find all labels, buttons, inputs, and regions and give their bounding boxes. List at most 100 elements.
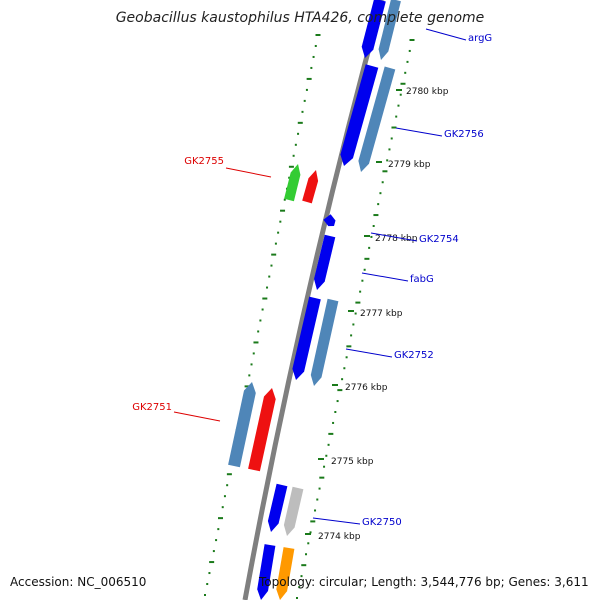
arg-gene-a [361, 0, 386, 58]
right-gc-dot [399, 93, 402, 96]
gk2751-gene-a [228, 382, 256, 468]
right-gc-dot [296, 597, 298, 599]
left-gc-dot [277, 231, 280, 234]
gene-label-gk2751: GK2751 [132, 402, 172, 413]
left-gc-dot [294, 143, 297, 146]
left-gc-dot [271, 253, 277, 256]
gene-labels: argG GK2756 GK2755 GK2754 fabG GK2752 GK2751 GK… [132, 33, 492, 528]
kbp-label: 2776 kbp [345, 383, 388, 393]
leader-line [361, 272, 409, 282]
left-gc-dot [262, 297, 268, 300]
gk2755-rna-red [302, 170, 319, 204]
left-gc-dot [206, 583, 209, 586]
right-gc-dot [400, 82, 406, 85]
left-gc-dot [268, 275, 271, 278]
left-gc-dot [297, 132, 300, 135]
gk2754-gene [323, 214, 336, 227]
left-gc-dot [274, 242, 277, 245]
left-gc-dot [310, 66, 313, 69]
leader-line [312, 517, 361, 525]
gene-label-gk2755: GK2755 [184, 156, 224, 167]
next-gene-b [276, 547, 295, 600]
left-gc-dot [257, 330, 260, 333]
left-gc-dot [301, 110, 304, 113]
genome-backbone [242, 0, 385, 600]
right-gc-dot [346, 345, 352, 348]
leader-line [395, 127, 443, 137]
kbp-label: 2774 kbp [318, 532, 361, 542]
gk2752-gene-b [310, 298, 339, 386]
right-gc-dot [404, 71, 407, 74]
right-gc-dot [298, 586, 301, 589]
right-gc-dot [406, 60, 409, 63]
gk2756-gene-b [358, 66, 396, 172]
kbp-label: 2780 kbp [406, 87, 449, 97]
right-gc-dot [370, 235, 373, 238]
left-gc-dot [212, 550, 215, 553]
right-gc-dot [337, 389, 343, 392]
genome-summary-text: Topology: circular; Length: 3,544,776 bp… [258, 575, 589, 589]
gk2751-gene-b [248, 388, 276, 472]
gene-label-argg: argG [468, 33, 492, 44]
right-gc-dot [381, 181, 384, 184]
leader-line [225, 167, 272, 178]
right-gc-dot [341, 378, 344, 381]
right-gc-dot [300, 575, 303, 578]
right-gc-dot [390, 137, 393, 140]
right-gc-dot [364, 257, 370, 260]
gene-label-gk2754: GK2754 [419, 234, 459, 245]
gene-label-gk2750: GK2750 [362, 517, 402, 528]
right-gc-dot [325, 454, 328, 457]
left-gc-dot [226, 473, 232, 476]
right-gc-dot [354, 312, 357, 315]
next-gene-a [257, 544, 276, 600]
gene-label-gk2752: GK2752 [394, 350, 434, 361]
leader-line [425, 28, 467, 41]
left-gc-dot [204, 594, 206, 596]
right-gc-dot [361, 279, 364, 282]
leader-line [345, 348, 393, 358]
right-gc-dot [327, 443, 330, 446]
right-gc-dot [350, 334, 353, 337]
right-gc-dot [310, 520, 316, 523]
right-gc-dot [373, 214, 379, 217]
accession-text: Accession: NC_006510 [10, 575, 146, 589]
left-gc-dot [223, 495, 226, 498]
label-leader-lines [173, 28, 467, 525]
right-gc-dot [386, 159, 389, 162]
right-gc-dot [316, 498, 319, 501]
right-gc-dot [332, 421, 335, 424]
right-gc-dot [408, 49, 411, 52]
left-gc-dot [250, 363, 253, 366]
right-gc-dot [355, 301, 361, 304]
right-gc-dot [334, 411, 337, 413]
gk2756-gene-a [340, 64, 379, 166]
left-gc-dot [303, 99, 306, 102]
right-gc-dot [314, 509, 317, 512]
leader-line [173, 411, 221, 422]
left-gc-dot [208, 572, 211, 575]
left-gc-dot [305, 88, 308, 91]
left-gc-dot [221, 506, 224, 509]
left-gc-dot [270, 264, 273, 267]
kbp-label: 2778 kbp [375, 234, 418, 244]
arg-gene-b [378, 0, 401, 60]
gene-label-gk2756: GK2756 [444, 129, 484, 140]
right-gc-dot [409, 39, 415, 41]
left-gc-dot [279, 220, 282, 223]
right-gc-dot [382, 170, 388, 173]
right-gc-dot [388, 148, 391, 151]
right-gc-dot [305, 553, 308, 556]
kbp-label: 2775 kbp [331, 457, 374, 467]
right-gc-dot [301, 564, 307, 567]
gene-label-fabg: fabG [410, 274, 434, 285]
left-gc-dot [306, 77, 312, 80]
right-gc-dot [372, 225, 375, 227]
left-gc-dot [252, 352, 255, 355]
right-gc-dot [309, 531, 312, 534]
right-gc-dot [336, 400, 339, 403]
left-gc-dot [218, 517, 224, 520]
right-gc-dot [395, 115, 398, 118]
gk2752-gene-a [292, 296, 321, 380]
